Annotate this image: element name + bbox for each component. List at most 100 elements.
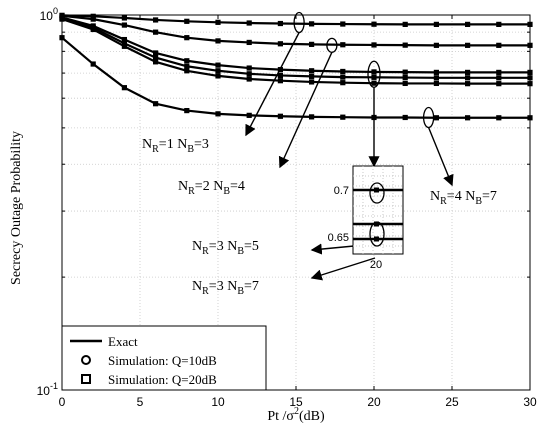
x-tick-label: 30 [523, 395, 537, 409]
zoom-inset: 0.7 0.65 20 [328, 165, 404, 271]
square-marker [340, 68, 346, 75]
x-tick-label: 10 [211, 395, 225, 409]
annotation-label: NR=4 NB=7 [430, 189, 497, 207]
square-marker [309, 79, 315, 85]
series-line-6 [61, 36, 530, 119]
square-marker [184, 58, 190, 64]
annotation-label: NR=3 NB=7 [192, 279, 259, 297]
y-tick-label: 10-1 [37, 381, 58, 398]
square-marker [215, 19, 221, 25]
square-marker [340, 21, 346, 27]
square-marker [309, 68, 315, 74]
square-marker [371, 80, 377, 86]
square-marker [153, 50, 159, 56]
square-marker [153, 59, 159, 65]
annotation-label: NR=2 NB=4 [178, 179, 245, 197]
square-marker [465, 69, 471, 75]
square-marker [184, 68, 190, 74]
series-line-4 [61, 17, 530, 79]
square-marker [402, 74, 408, 81]
square-marker [340, 80, 346, 86]
annotation-ellipse [293, 11, 305, 34]
series-line-2 [61, 14, 530, 47]
square-marker [153, 17, 159, 23]
square-marker [121, 15, 127, 21]
square-marker [496, 21, 502, 27]
inset-marker [374, 236, 379, 242]
square-marker [433, 69, 439, 75]
series-line-3 [61, 16, 530, 74]
square-marker [309, 114, 315, 120]
inset-y-tick-label: 0.65 [328, 232, 349, 244]
series-lines [61, 14, 530, 119]
x-tick-label: 5 [137, 395, 144, 409]
square-marker [340, 42, 346, 48]
square-marker [371, 74, 377, 80]
square-marker [465, 42, 471, 48]
square-marker [277, 41, 283, 47]
square-marker [215, 111, 221, 117]
legend-circle-marker [81, 355, 91, 365]
annotation-arrow [310, 257, 376, 281]
square-marker [277, 78, 283, 84]
inset-marker [374, 221, 379, 227]
square-marker [402, 80, 408, 87]
square-marker [496, 69, 502, 75]
legend-entry-label: Exact [108, 334, 138, 349]
square-marker [277, 113, 283, 119]
square-marker [371, 21, 377, 27]
square-marker [121, 40, 127, 46]
square-marker [433, 42, 439, 48]
x-tick-label: 15 [289, 395, 303, 409]
square-marker [121, 22, 127, 28]
square-marker [433, 80, 439, 87]
square-marker [433, 115, 439, 121]
annotation-label: NR=3 NB=5 [192, 239, 259, 257]
inset-marker [374, 187, 379, 193]
inset-ellipse [369, 221, 385, 247]
square-marker [340, 114, 346, 120]
square-marker [433, 21, 439, 27]
square-marker [246, 65, 252, 71]
square-marker [246, 20, 252, 26]
x-tick-label: 25 [445, 395, 459, 409]
series-line-5 [61, 18, 530, 85]
square-marker [309, 21, 315, 27]
square-marker [121, 43, 127, 49]
square-marker [246, 112, 252, 118]
square-marker [153, 101, 159, 107]
square-marker [184, 18, 190, 24]
square-marker [371, 42, 377, 48]
square-marker [246, 76, 252, 82]
square-marker [496, 81, 502, 87]
square-marker [465, 75, 471, 81]
inset-x-tick-label: 20 [370, 259, 382, 271]
square-marker [90, 16, 96, 22]
square-marker [309, 73, 315, 79]
legend-square-marker [81, 374, 91, 384]
annotation-arrow [427, 127, 454, 187]
square-marker [496, 115, 502, 121]
square-marker [90, 26, 96, 33]
legend-box [61, 325, 267, 391]
square-marker [184, 35, 190, 41]
square-marker [215, 68, 221, 74]
inset-y-tick-label: 0.7 [334, 185, 349, 197]
square-marker [184, 107, 190, 114]
square-marker [402, 114, 408, 121]
square-marker [90, 13, 96, 19]
square-marker [277, 72, 283, 79]
square-marker [121, 36, 127, 43]
square-marker [402, 42, 408, 48]
square-marker [465, 115, 471, 121]
annotation-arrow [278, 52, 333, 169]
square-marker [433, 75, 439, 81]
legend: Exact Simulation: Q=10dB Simulation: Q=20d… [61, 325, 267, 391]
annotations: NR=1 NB=3 NR=2 NB=4 NR=3 NB=5 NR=3 NB=7 NR=4… [142, 11, 497, 297]
annotation-label: NR=1 NB=3 [142, 137, 209, 155]
square-marker [496, 75, 502, 81]
square-marker [215, 62, 221, 68]
square-marker [465, 81, 471, 87]
inset-ellipse [369, 182, 385, 204]
